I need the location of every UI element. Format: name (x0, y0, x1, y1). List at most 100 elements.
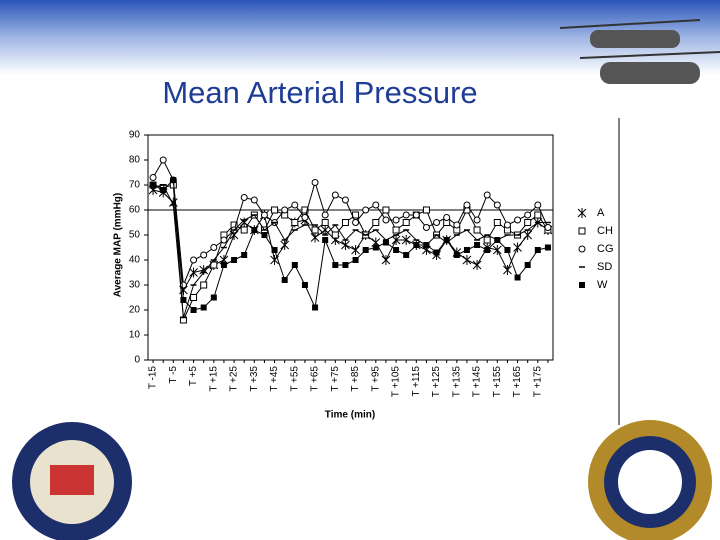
series-line (152, 184, 549, 321)
data-point (160, 187, 167, 193)
data-point (403, 252, 410, 258)
data-point (514, 216, 522, 224)
x-tick-label: T +25 (229, 366, 240, 392)
data-point (484, 247, 491, 253)
data-point (463, 247, 470, 253)
data-point (453, 252, 460, 258)
seal-right (588, 420, 712, 540)
data-point (261, 232, 268, 238)
data-point (462, 255, 472, 265)
data-point (473, 226, 481, 234)
legend-marker (578, 245, 586, 253)
y-tick-label: 80 (129, 155, 141, 166)
data-point (149, 174, 157, 181)
data-point (240, 194, 248, 201)
data-point (251, 227, 258, 233)
data-point (433, 249, 440, 256)
data-point (494, 237, 501, 243)
data-point (422, 224, 430, 231)
data-point (473, 216, 481, 224)
data-point (341, 240, 350, 250)
x-tick-label: T -15 (148, 366, 159, 390)
data-point (311, 226, 319, 234)
data-point (472, 260, 482, 270)
data-point (190, 256, 198, 264)
data-point (220, 236, 228, 244)
data-point (352, 219, 360, 226)
data-point (391, 235, 401, 245)
data-point (523, 230, 533, 240)
data-point (483, 191, 491, 199)
data-point (210, 294, 217, 301)
data-point (513, 242, 522, 253)
series-line (152, 189, 549, 292)
x-tick-label: T +35 (249, 366, 260, 392)
data-point (270, 255, 279, 265)
data-point (443, 237, 450, 243)
x-axis-label: Time (min) (325, 410, 375, 421)
legend-label: SD (597, 261, 612, 273)
x-tick-label: T +155 (492, 366, 503, 398)
data-point (401, 235, 411, 245)
data-point (291, 219, 299, 226)
data-point (534, 247, 541, 253)
data-point (240, 226, 248, 234)
data-point (281, 277, 288, 283)
data-point (301, 282, 308, 288)
seal-left (12, 422, 132, 540)
data-point (503, 221, 511, 229)
data-point (341, 219, 349, 226)
data-point (271, 206, 279, 214)
legend-marker (577, 208, 587, 218)
x-tick-label: T +165 (512, 366, 523, 398)
legend-marker (579, 282, 585, 288)
data-point (474, 242, 481, 248)
series-line (152, 184, 548, 318)
legend-label: W (597, 279, 608, 291)
data-point (220, 262, 227, 268)
legend-label: CH (597, 225, 613, 237)
data-point (392, 226, 400, 234)
data-point (260, 211, 268, 219)
y-axis-label: Average MAP (mmHg) (113, 193, 124, 297)
data-point (210, 261, 218, 269)
plot-frame (147, 134, 554, 361)
data-point (179, 281, 187, 289)
data-point (170, 177, 177, 183)
data-point (351, 245, 360, 255)
data-point (443, 214, 451, 221)
data-point (322, 237, 329, 243)
series-line (152, 158, 549, 286)
data-point (310, 232, 320, 243)
x-tick-label: T +65 (310, 366, 321, 392)
data-point (382, 216, 390, 224)
x-tick-label: T +75 (330, 366, 341, 392)
y-tick-label: 0 (134, 355, 140, 366)
data-point (381, 255, 391, 265)
data-point (413, 242, 420, 248)
x-tick-label: T +5 (188, 366, 199, 387)
data-point (493, 201, 501, 209)
data-point (190, 307, 197, 313)
data-point (362, 206, 370, 214)
data-point (362, 247, 369, 253)
x-tick-label: T +85 (350, 366, 361, 392)
y-tick-label: 20 (129, 305, 141, 316)
data-point (199, 265, 209, 275)
data-point (453, 221, 461, 229)
data-point (544, 224, 552, 231)
data-point (231, 257, 238, 263)
y-tick-label: 70 (129, 180, 141, 191)
data-point (332, 262, 339, 268)
legend-label: CG (597, 243, 614, 255)
legend-marker (578, 227, 586, 235)
data-point (291, 201, 299, 209)
y-tick-label: 10 (129, 330, 141, 341)
data-point (200, 304, 207, 311)
data-point (393, 247, 400, 253)
data-point (422, 206, 430, 214)
data-point (402, 211, 410, 219)
data-point (493, 219, 501, 226)
data-point (382, 206, 390, 214)
